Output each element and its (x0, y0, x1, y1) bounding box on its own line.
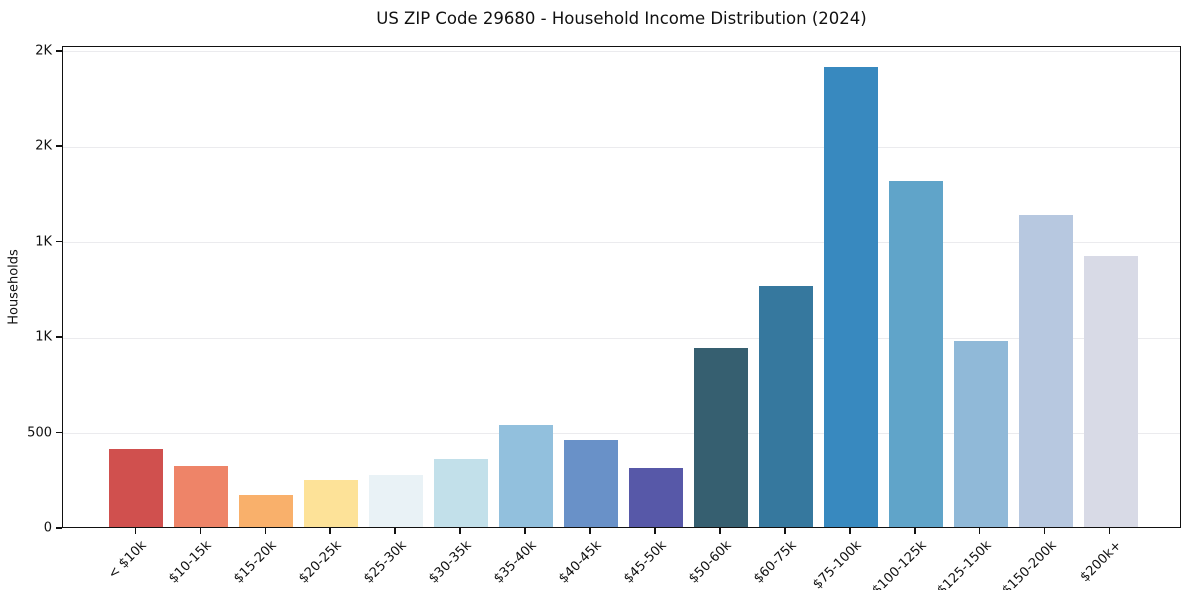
bar-$20-25k (304, 480, 359, 527)
y-tick-mark (56, 527, 62, 529)
y-axis-label: Households (6, 249, 22, 325)
y-tick-mark (56, 336, 62, 338)
bar-$125-150k (953, 340, 1008, 527)
x-tick-mark (848, 528, 851, 534)
x-tick-mark (784, 528, 786, 534)
y-tick-label: 0 (43, 520, 52, 536)
x-tick-label: $35-40k (491, 538, 540, 587)
bar-< $10k (109, 448, 164, 527)
x-tick-mark (329, 528, 332, 534)
x-tick-mark (719, 528, 721, 534)
bar-$30-35k (434, 459, 489, 527)
y-tick-mark (56, 431, 62, 434)
bar-$10-15k (174, 465, 229, 527)
x-tick-mark (589, 528, 591, 534)
bar-$45-50k (628, 467, 683, 527)
x-tick-mark (1043, 528, 1046, 534)
x-tick-label: $100-125k (869, 538, 930, 590)
y-tick-mark (56, 145, 62, 147)
y-tick-mark (56, 240, 62, 243)
x-tick-mark (199, 528, 202, 534)
gridline (63, 51, 1180, 53)
y-tick-label: 2K (35, 43, 52, 59)
y-tick-label: 2K (35, 138, 52, 154)
bar-$15-20k (239, 494, 294, 527)
x-tick-label: $125-150k (934, 538, 995, 590)
bar-$25-30k (369, 474, 424, 527)
bar-$35-40k (499, 424, 554, 527)
x-tick-label: $15-20k (231, 538, 280, 587)
plot-area (62, 46, 1181, 528)
gridline (63, 146, 1180, 148)
x-tick-mark (524, 528, 526, 534)
x-tick-mark (913, 528, 916, 534)
x-tick-label: $30-35k (426, 538, 475, 587)
bar-$60-75k (758, 285, 813, 527)
x-tick-label: $60-75k (750, 538, 800, 587)
x-tick-label: $75-100k (810, 538, 865, 590)
gridline (63, 242, 1180, 244)
x-tick-mark (978, 528, 981, 534)
x-tick-label: $45-50k (621, 538, 670, 587)
x-tick-mark (459, 528, 461, 534)
x-tick-mark (394, 528, 396, 534)
x-tick-label: $25-30k (361, 538, 410, 587)
y-tick-label: 1K (35, 234, 52, 250)
x-tick-label: $20-25k (296, 538, 345, 587)
x-tick-mark (1108, 528, 1111, 534)
x-tick-mark (264, 528, 267, 534)
x-tick-label: $200k+ (1077, 538, 1125, 586)
x-tick-label: $150-200k (999, 538, 1060, 590)
gridline (63, 337, 1180, 339)
bar-$200k+ (1083, 255, 1138, 527)
x-tick-label: $50-60k (686, 538, 735, 587)
bar-$40-45k (564, 440, 619, 527)
y-tick-label: 1K (35, 329, 52, 345)
bar-$100-125k (888, 180, 943, 527)
y-tick-label: 500 (27, 425, 52, 441)
x-tick-mark (134, 528, 137, 534)
x-tick-label: $10-15k (166, 538, 216, 587)
y-tick-mark (56, 49, 62, 52)
bar-$75-100k (823, 66, 878, 527)
chart-title: US ZIP Code 29680 - Household Income Dis… (376, 9, 867, 28)
x-tick-mark (654, 528, 656, 534)
bar-$50-60k (693, 347, 748, 527)
gridline (63, 433, 1180, 435)
x-tick-label: $40-45k (556, 538, 605, 587)
x-tick-label: < $10k (105, 538, 151, 583)
bar-$150-200k (1018, 214, 1073, 527)
